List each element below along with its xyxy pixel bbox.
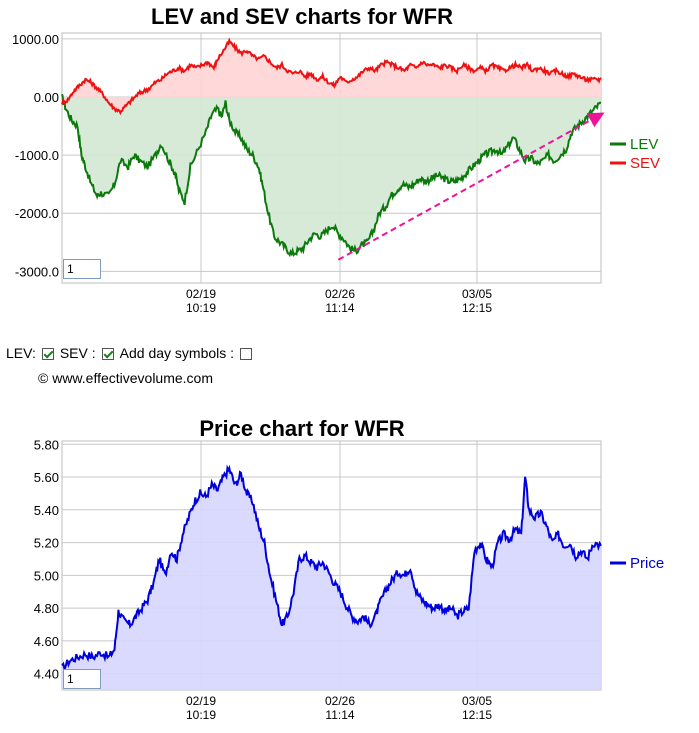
- price-y-tick-label: 4.80: [34, 601, 59, 616]
- price-chart[interactable]: 5.80 5.60 5.40 5.20 5.00 4.80 4.60 4.40 02/1910:…: [0, 433, 699, 733]
- lev-zoom-input[interactable]: 1: [63, 259, 101, 279]
- lev-y-tick-label: 1000.00: [12, 32, 59, 47]
- lev-x-tick-label: 10:19: [186, 301, 216, 315]
- price-x-tick-label: 03/05: [462, 694, 492, 708]
- price-zoom-input[interactable]: 1: [63, 669, 101, 689]
- sev-area-fill: [62, 40, 601, 113]
- lev-checkbox[interactable]: [41, 348, 54, 360]
- sev-legend-label: SEV: [630, 155, 660, 172]
- lev-sev-chart-title: LEV and SEV charts for WFR: [151, 4, 453, 29]
- lev-x-tick-label: 11:14: [325, 301, 354, 315]
- price-series-line: [61, 464, 602, 674]
- lev-series-line: [61, 93, 602, 258]
- price-area-fill: [62, 468, 601, 690]
- price-y-tick-label: 5.00: [34, 568, 59, 583]
- day-symbols-checkbox[interactable]: [240, 348, 253, 360]
- price-legend-label: Price: [630, 555, 664, 572]
- lev-y-tick-label: -1000.0: [15, 148, 59, 163]
- lev-x-tick-label: 03/05: [462, 287, 492, 301]
- lev-x-tick-label: 02/19: [186, 287, 216, 301]
- lev-area-fill: [62, 94, 601, 255]
- price-x-tick-label: 02/19: [186, 694, 216, 708]
- price-y-tick-label: 5.20: [34, 536, 59, 551]
- price-y-tick-label: 4.40: [34, 667, 59, 682]
- sev-checkbox[interactable]: [101, 348, 114, 360]
- trend-arrow: [337, 112, 605, 261]
- chart-controls: LEV: SEV : Add day symbols :: [6, 345, 258, 361]
- price-x-tick-label: 11:14: [325, 708, 354, 722]
- lev-x-tick-label: 02/26: [325, 287, 355, 301]
- lev-sev-chart[interactable]: 1000.00 0.00 -1000.0 -2000.0 -3000.0 02/1910:…: [0, 0, 699, 330]
- lev-label: LEV:: [6, 345, 36, 361]
- lev-y-tick-label: 0.00: [34, 90, 59, 105]
- price-x-tick-label: 10:19: [186, 708, 216, 722]
- day-symbols-label: Add day symbols :: [119, 345, 235, 361]
- lev-x-tick-label: 12:15: [462, 301, 492, 315]
- lev-y-tick-label: -2000.0: [15, 206, 59, 221]
- sev-label: SEV :: [59, 345, 96, 361]
- price-y-tick-label: 5.80: [34, 437, 59, 452]
- price-x-tick-label: 02/26: [325, 694, 355, 708]
- price-y-tick-label: 5.60: [34, 470, 59, 485]
- sev-series-line: [61, 37, 602, 116]
- price-y-tick-label: 4.60: [34, 634, 59, 649]
- lev-y-tick-label: -3000.0: [15, 264, 59, 279]
- lev-legend-label: LEV: [630, 136, 658, 153]
- price-y-tick-label: 5.40: [34, 503, 59, 518]
- price-x-tick-label: 12:15: [462, 708, 492, 722]
- price-chart-title: Price chart for WFR: [199, 416, 405, 441]
- copyright-link[interactable]: © www.effectivevolume.com: [38, 370, 214, 386]
